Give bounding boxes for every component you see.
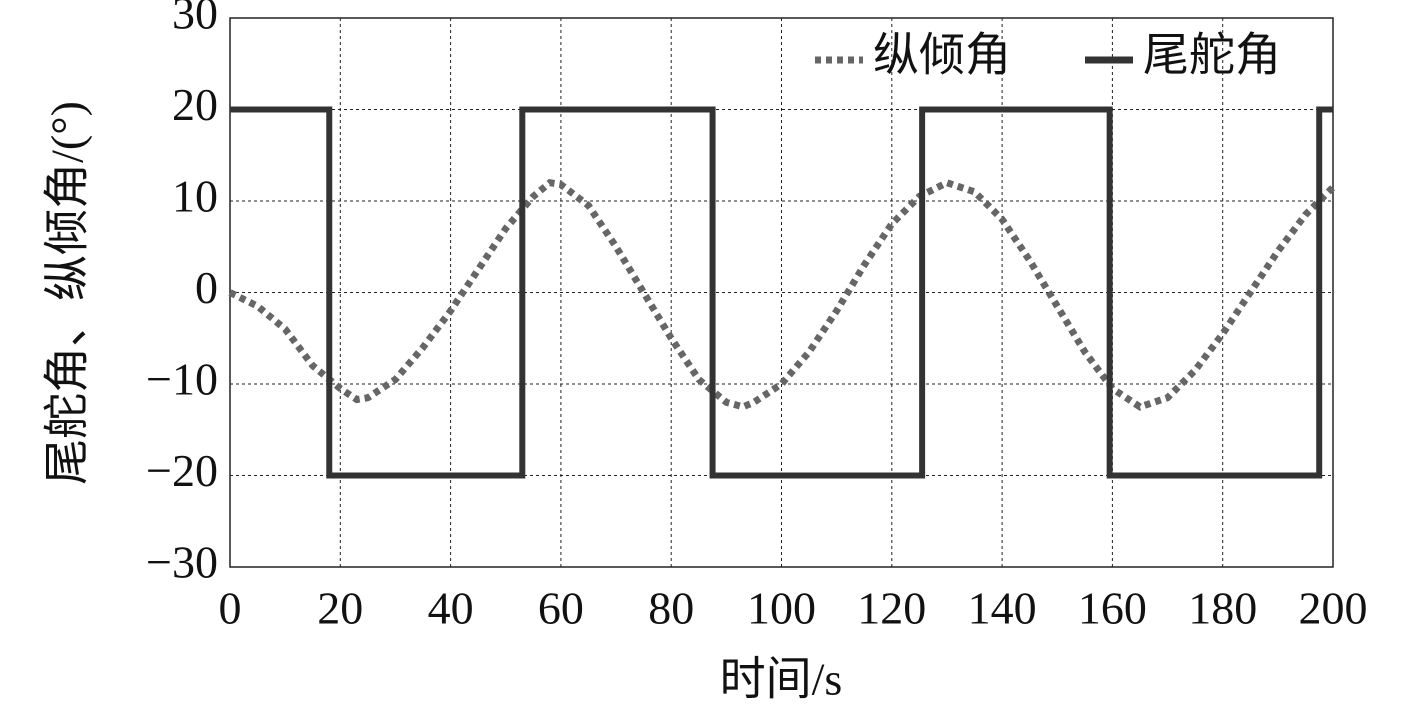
x-tick-label: 180 xyxy=(1188,583,1257,634)
y-tick-label: 10 xyxy=(172,171,218,222)
x-tick-label: 60 xyxy=(538,583,584,634)
legend-label: 纵倾角 xyxy=(873,30,1011,81)
y-tick-label: 20 xyxy=(172,79,218,130)
x-axis-label: 时间/s xyxy=(720,654,843,705)
x-tick-label: 160 xyxy=(1078,583,1147,634)
x-tick-label: 20 xyxy=(317,583,363,634)
data-line xyxy=(230,106,1333,479)
y-tick-label: −20 xyxy=(146,445,218,496)
y-axis-label: 尾舵角、纵倾角/(°) xyxy=(42,101,93,485)
x-tick-label: 200 xyxy=(1299,583,1368,634)
x-tick-label: 100 xyxy=(747,583,816,634)
x-tick-label: 80 xyxy=(648,583,694,634)
x-tick-label: 40 xyxy=(428,583,474,634)
x-tick-label: 0 xyxy=(219,583,242,634)
y-tick-label: −30 xyxy=(146,537,218,588)
y-tick-label: −10 xyxy=(146,354,218,405)
y-tick-label: 30 xyxy=(172,0,218,39)
y-tick-label: 0 xyxy=(195,262,218,313)
x-tick-label: 120 xyxy=(857,583,926,634)
x-tick-label: 140 xyxy=(968,583,1037,634)
legend-label: 尾舵角 xyxy=(1143,30,1281,81)
data-line xyxy=(228,178,1336,411)
